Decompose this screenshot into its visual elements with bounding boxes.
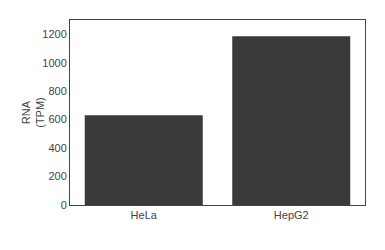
svg-text:1200: 1200 bbox=[42, 28, 66, 40]
svg-text:800: 800 bbox=[48, 85, 66, 97]
svg-text:RNA(TPM): RNA(TPM) bbox=[20, 97, 46, 128]
svg-text:1000: 1000 bbox=[42, 57, 66, 69]
svg-text:0: 0 bbox=[61, 199, 67, 211]
svg-text:200: 200 bbox=[48, 170, 66, 182]
svg-text:600: 600 bbox=[48, 113, 66, 125]
svg-text:HeLa: HeLa bbox=[131, 209, 158, 221]
svg-text:HepG2: HepG2 bbox=[274, 209, 309, 221]
svg-text:400: 400 bbox=[48, 142, 66, 154]
